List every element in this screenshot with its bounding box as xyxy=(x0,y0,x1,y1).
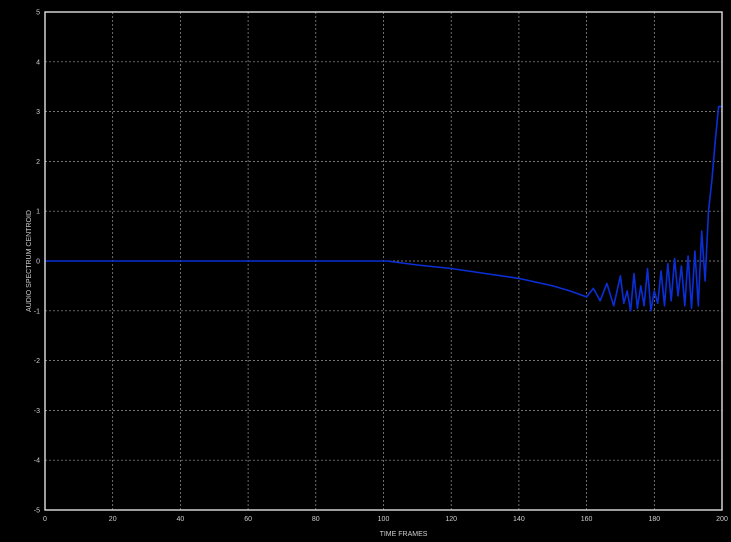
y-tick-label: 0 xyxy=(36,259,40,266)
plot-frame xyxy=(44,11,723,511)
x-tick-label: 60 xyxy=(244,516,252,523)
x-axis-label: TIME FRAMES xyxy=(380,531,428,538)
y-tick-label: -3 xyxy=(34,408,40,415)
y-tick-label: 3 xyxy=(36,109,40,116)
series-line xyxy=(45,105,722,312)
y-axis-label: AUDIO SPECTRUM CENTROID xyxy=(26,210,33,312)
y-tick-label: 1 xyxy=(36,209,40,216)
y-tick-label: 2 xyxy=(36,159,40,166)
tick-labels: 0 20 40 60 80 100 120 140 160 180 200 5 4 3 2 1 0 -1 -2 -3 -… xyxy=(34,10,728,524)
x-tick-label: 40 xyxy=(177,516,185,523)
x-tick-label: 140 xyxy=(513,516,525,523)
x-tick-label: 80 xyxy=(312,516,320,523)
y-tick-label: -2 xyxy=(34,358,40,365)
x-tick-label: 120 xyxy=(445,516,457,523)
series-group xyxy=(45,105,722,312)
x-tick-label: 20 xyxy=(109,516,117,523)
y-tick-label: -4 xyxy=(34,458,40,465)
x-tick-label: 200 xyxy=(716,516,728,523)
x-tick-label: 0 xyxy=(43,516,47,523)
x-tick-label: 100 xyxy=(378,516,390,523)
x-tick-label: 180 xyxy=(648,516,660,523)
y-tick-label: 4 xyxy=(36,59,40,66)
y-tick-label: -1 xyxy=(34,308,40,315)
x-tick-label: 160 xyxy=(581,516,593,523)
y-tick-label: 5 xyxy=(36,10,40,17)
y-tick-label: -5 xyxy=(34,508,40,515)
